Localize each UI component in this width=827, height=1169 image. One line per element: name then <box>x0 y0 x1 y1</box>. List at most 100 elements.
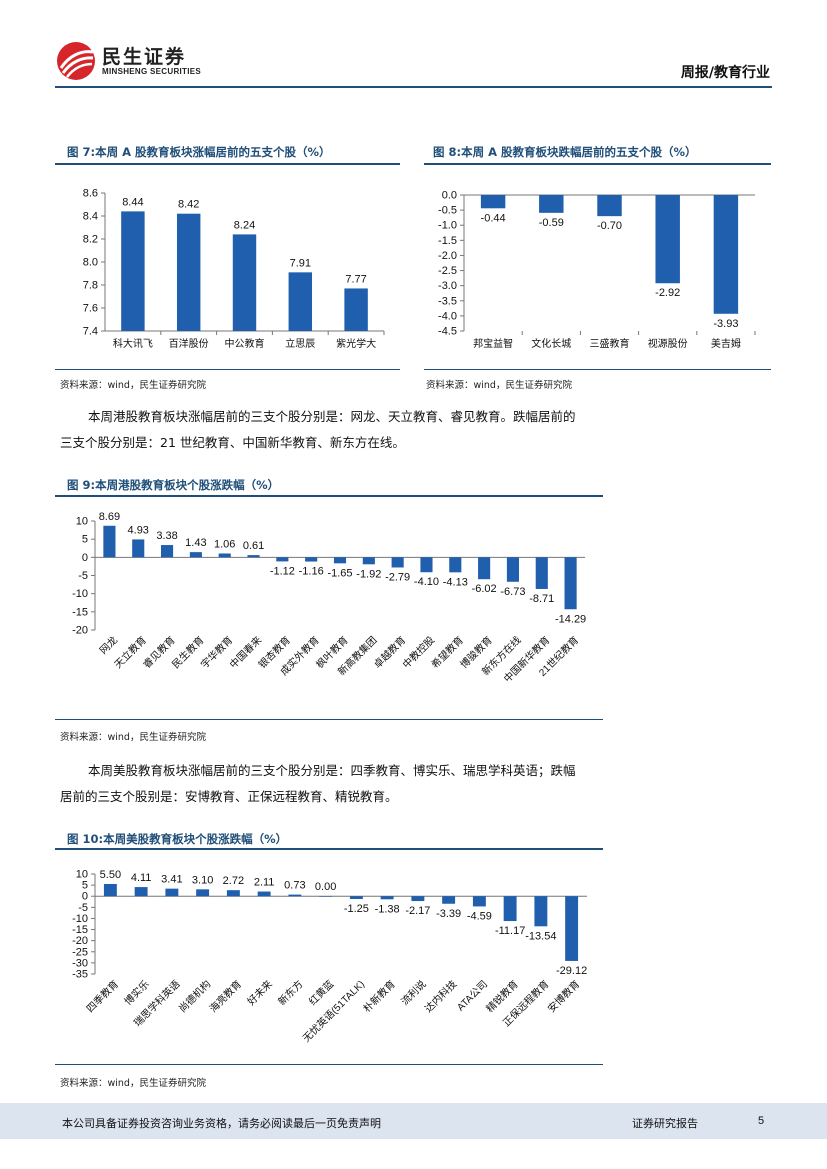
data-label: -14.29 <box>555 613 586 625</box>
category-label: 美吉姆 <box>711 337 741 350</box>
fig9-title: 图 9:本周港股教育板块个股涨跌幅（%） <box>67 478 280 492</box>
category-label: 朴新教育 <box>360 977 397 1014</box>
fig7-bottom-rule <box>55 369 400 370</box>
y-tick-label: 7.4 <box>83 326 98 338</box>
y-tick-label: 10 <box>76 516 88 528</box>
category-label: 达内科技 <box>422 977 459 1014</box>
data-label: -0.44 <box>481 212 506 224</box>
fig7-top-rule <box>55 163 400 165</box>
data-label: 5.50 <box>100 869 121 881</box>
y-tick-label: -0.5 <box>438 205 457 217</box>
data-label: 2.11 <box>254 877 275 889</box>
category-label: 尚德机构 <box>176 977 213 1014</box>
data-label: -0.70 <box>597 220 622 232</box>
y-tick-label: -15 <box>72 606 88 618</box>
category-label: 紫光学大 <box>336 337 376 350</box>
footer-report-type: 证券研究报告 <box>632 1117 698 1130</box>
y-tick-label: -5 <box>78 902 88 914</box>
bar <box>134 887 148 897</box>
bar <box>288 894 302 897</box>
bar <box>362 557 375 565</box>
bar <box>391 557 404 568</box>
data-label: 1.06 <box>214 538 235 550</box>
data-label: 7.77 <box>345 273 366 285</box>
y-tick-label: -1.0 <box>438 220 457 232</box>
y-tick-label: 8.4 <box>83 211 98 223</box>
brand-name-cn: 民生证券 <box>102 46 187 68</box>
y-tick-label: 5 <box>82 534 88 546</box>
y-tick-label: 0.0 <box>442 190 457 202</box>
y-tick-label: -4.0 <box>438 310 457 322</box>
category-label: 流利说 <box>398 977 428 1007</box>
category-label: 好未来 <box>245 978 275 1008</box>
bar <box>232 234 257 331</box>
data-label: 8.42 <box>178 199 199 211</box>
bar <box>480 195 506 209</box>
y-tick-label: 8.6 <box>83 188 98 200</box>
bar <box>132 539 145 558</box>
data-label: 0.00 <box>315 881 336 893</box>
fig8-source: 资料来源：wind，民生证券研究院 <box>426 380 572 391</box>
fig9-source: 资料来源：wind，民生证券研究院 <box>60 732 206 743</box>
y-tick-label: 0 <box>82 891 88 903</box>
bar <box>597 195 622 217</box>
data-label: -4.13 <box>443 576 468 588</box>
data-label: -2.92 <box>655 287 680 299</box>
bar <box>349 896 363 899</box>
data-label: 1.43 <box>185 537 206 549</box>
category-label: 文化长城 <box>531 337 571 350</box>
bar <box>305 557 318 562</box>
data-label: -6.73 <box>500 586 525 598</box>
fig10-bottom-rule <box>55 1064 603 1065</box>
y-tick-label: -4.5 <box>438 326 457 338</box>
y-tick-label: -2.0 <box>438 250 457 262</box>
y-tick-label: 10 <box>76 869 88 881</box>
bar <box>506 557 519 582</box>
bar <box>380 896 394 900</box>
data-label: -1.38 <box>375 903 400 915</box>
category-label: 博实乐 <box>121 977 151 1007</box>
y-tick-label: 0 <box>82 552 88 564</box>
bar <box>226 890 240 897</box>
bar <box>103 525 116 558</box>
y-tick-label: -2.5 <box>438 265 457 277</box>
category-label: 视源股份 <box>648 337 688 350</box>
y-tick-label: -5 <box>78 570 88 582</box>
data-label: -1.16 <box>299 566 324 578</box>
bar <box>333 557 347 564</box>
data-label: 8.69 <box>99 511 120 523</box>
data-label: -1.25 <box>344 903 369 915</box>
data-label: -8.71 <box>529 593 554 605</box>
header-divider <box>55 86 772 88</box>
bar <box>257 891 271 897</box>
fig10-top-rule <box>55 848 603 850</box>
y-tick-label: -15 <box>72 924 88 936</box>
data-label: -1.92 <box>356 568 381 580</box>
bar <box>189 552 202 558</box>
data-label: -29.12 <box>556 965 587 977</box>
y-tick-label: -20 <box>72 935 88 947</box>
paragraph-hk-line1: 本周港股教育板块涨幅居前的三支个股分别是：网龙、天立教育、睿见教育。跌幅居前的 <box>88 409 576 424</box>
paragraph-hk-line2: 三支个股分别是：21 世纪教育、中国新华教育、新东方在线。 <box>60 435 405 450</box>
category-label: 安博教育 <box>545 977 582 1014</box>
brand-name-en: MINSHENG SECURITIES <box>102 67 202 76</box>
data-label: 8.24 <box>234 219 255 231</box>
fig7-chart: 7.4 7.6 7.8 8.0 8.2 8.4 8.6 8.44 科大讯飞 8.42 百洋股份 8.2… <box>83 188 385 350</box>
bar <box>344 288 368 331</box>
y-tick-label: -25 <box>72 946 88 958</box>
data-label: 4.93 <box>128 524 149 536</box>
data-label: -1.65 <box>327 567 352 579</box>
data-label: -4.59 <box>467 910 492 922</box>
fig8-bottom-rule <box>424 369 771 370</box>
category-label: 中公教育 <box>225 337 265 350</box>
company-logo: 民生证券 MINSHENG SECURITIES <box>55 40 205 82</box>
bar <box>165 888 179 897</box>
bar <box>121 211 145 331</box>
data-label: 2.72 <box>223 875 244 887</box>
bar <box>218 553 231 558</box>
category-label: 网龙 <box>97 633 120 656</box>
bar <box>247 555 260 558</box>
bar <box>319 896 333 897</box>
